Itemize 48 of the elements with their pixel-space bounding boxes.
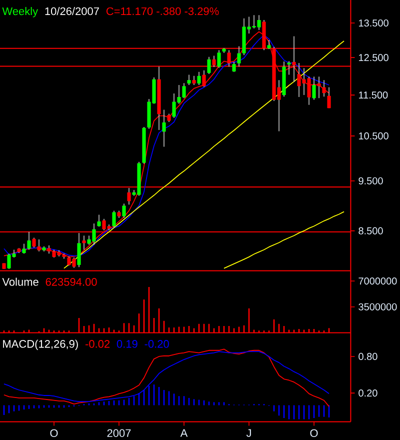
y-tick-label: 0.20	[358, 390, 378, 397]
x-tick-label: O	[50, 429, 58, 438]
candlestick	[207, 56, 211, 74]
candlestick	[97, 214, 101, 228]
text: Weekly	[2, 7, 38, 18]
y-tick-label: 8.500	[358, 227, 383, 234]
candlestick	[187, 74, 191, 86]
x-tick-label: O	[310, 429, 318, 438]
candlestick	[82, 235, 86, 250]
candlestick	[322, 80, 326, 98]
annotation: C=11.170 -.380 -3.29%	[106, 7, 219, 16]
candlestick	[237, 46, 241, 68]
candlestick	[112, 210, 116, 228]
candlestick	[202, 70, 206, 88]
x-tick-label: J	[246, 429, 251, 437]
candlestick	[197, 71, 201, 86]
annotation: 623594.00	[46, 278, 97, 286]
text: MACD(12,26,9)	[3, 340, 78, 350]
y-tick-label: 10.500	[359, 132, 388, 140]
candlestick	[32, 237, 36, 248]
y-tick-label: 3500000	[358, 303, 397, 310]
candlestick	[267, 40, 271, 50]
y-tick-label: 13.500	[359, 19, 388, 27]
annotation: -0.02	[86, 340, 110, 348]
annotation: 0.19	[116, 340, 138, 348]
y-tick-label: 0.80	[358, 352, 378, 360]
text: Volume	[2, 278, 38, 286]
candlestick	[317, 76, 321, 99]
annotation: -0.20	[144, 340, 169, 348]
y-tick-label: 9.500	[358, 177, 383, 184]
candlestick	[162, 109, 166, 148]
candlestick	[37, 238, 41, 252]
y-tick-label: 12.500	[359, 54, 388, 62]
candlestick	[192, 76, 196, 86]
text: 10/26/2007	[45, 7, 99, 16]
candlestick	[312, 76, 316, 100]
x-tick-label: A	[180, 429, 188, 437]
y-tick-label: 7000000	[358, 278, 397, 285]
line-series	[64, 40, 344, 269]
candlestick	[122, 203, 126, 218]
candlestick	[77, 232, 81, 268]
x-tick-label: 2007	[107, 429, 131, 438]
candlestick	[27, 231, 31, 250]
candlestick	[22, 243, 26, 254]
candlestick	[287, 60, 291, 76]
candlestick	[232, 62, 236, 72]
candlestick	[217, 50, 221, 68]
y-tick-label: 11.500	[359, 92, 388, 99]
